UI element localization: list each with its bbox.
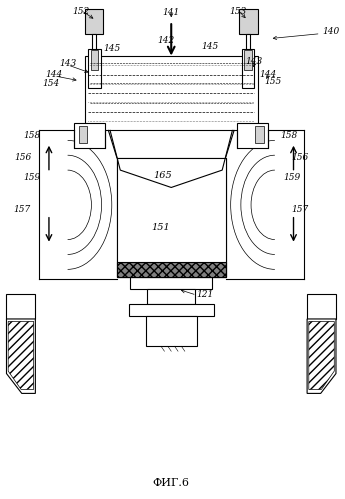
- FancyBboxPatch shape: [307, 294, 336, 319]
- FancyBboxPatch shape: [117, 262, 226, 277]
- Text: 158: 158: [280, 131, 297, 140]
- Text: 154: 154: [42, 79, 59, 88]
- FancyBboxPatch shape: [117, 158, 226, 277]
- Text: 153: 153: [229, 7, 247, 16]
- FancyBboxPatch shape: [146, 316, 197, 346]
- Text: 155: 155: [265, 77, 282, 86]
- Text: 159: 159: [23, 173, 40, 182]
- Text: 158: 158: [23, 131, 40, 140]
- Polygon shape: [309, 321, 334, 389]
- Polygon shape: [307, 319, 336, 393]
- Text: 144: 144: [46, 70, 63, 79]
- Text: 143: 143: [59, 59, 76, 68]
- Text: 142: 142: [158, 35, 175, 44]
- FancyBboxPatch shape: [237, 123, 268, 148]
- FancyBboxPatch shape: [244, 50, 252, 70]
- FancyBboxPatch shape: [88, 48, 101, 88]
- Text: 143: 143: [246, 57, 263, 66]
- Text: 151: 151: [152, 223, 170, 232]
- Text: 152: 152: [72, 7, 90, 16]
- Text: 157: 157: [292, 205, 309, 214]
- FancyBboxPatch shape: [241, 48, 255, 88]
- Text: 140: 140: [322, 26, 339, 35]
- Text: 121: 121: [197, 289, 214, 299]
- Text: ФИГ.6: ФИГ.6: [153, 478, 190, 488]
- Text: 144: 144: [259, 70, 277, 79]
- Polygon shape: [7, 319, 35, 393]
- FancyBboxPatch shape: [79, 126, 87, 143]
- FancyBboxPatch shape: [85, 9, 103, 33]
- FancyBboxPatch shape: [75, 123, 105, 148]
- Text: 165: 165: [154, 171, 172, 180]
- Text: 145: 145: [103, 44, 120, 53]
- Polygon shape: [8, 321, 34, 389]
- Text: 157: 157: [13, 205, 30, 214]
- Text: 156: 156: [15, 153, 32, 162]
- FancyBboxPatch shape: [117, 158, 226, 277]
- FancyBboxPatch shape: [92, 33, 97, 66]
- FancyBboxPatch shape: [130, 277, 212, 289]
- Text: 156: 156: [292, 153, 309, 162]
- FancyBboxPatch shape: [239, 9, 258, 33]
- FancyBboxPatch shape: [255, 126, 264, 143]
- FancyBboxPatch shape: [147, 289, 195, 304]
- FancyBboxPatch shape: [246, 33, 250, 66]
- FancyBboxPatch shape: [129, 304, 214, 316]
- FancyBboxPatch shape: [7, 294, 35, 319]
- Text: 159: 159: [283, 173, 300, 182]
- Text: 145: 145: [202, 41, 219, 50]
- Text: 141: 141: [162, 8, 180, 17]
- FancyBboxPatch shape: [91, 50, 98, 70]
- FancyBboxPatch shape: [85, 56, 258, 130]
